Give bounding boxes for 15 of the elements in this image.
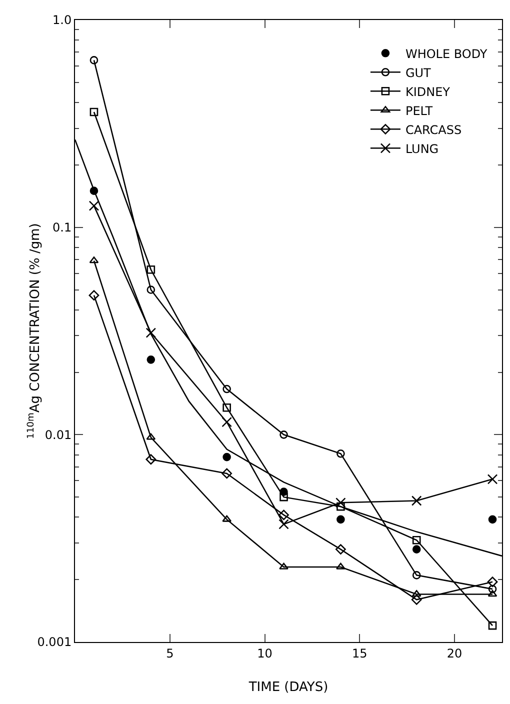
legend-label: PELT [405,104,434,118]
x-tick-label: 10 [257,646,272,660]
legend-label: KIDNEY [405,84,451,99]
legend-label: GUT [405,66,432,80]
y-tick-label: 0.1 [52,220,72,235]
y-tick-label: 1.0 [52,13,72,28]
legend-label: WHOLE BODY [405,46,488,61]
x-tick-label: 15 [352,646,368,660]
x-axis-title: TIME (DAYS) [248,680,328,695]
legend-label: LUNG [405,142,439,156]
x-tick-label: 5 [166,646,174,660]
y-tick-label: 0.001 [37,635,72,650]
x-tick-label: 20 [446,646,462,660]
y-tick-label: 0.01 [44,428,72,442]
legend-label: CARCASS [405,122,462,137]
